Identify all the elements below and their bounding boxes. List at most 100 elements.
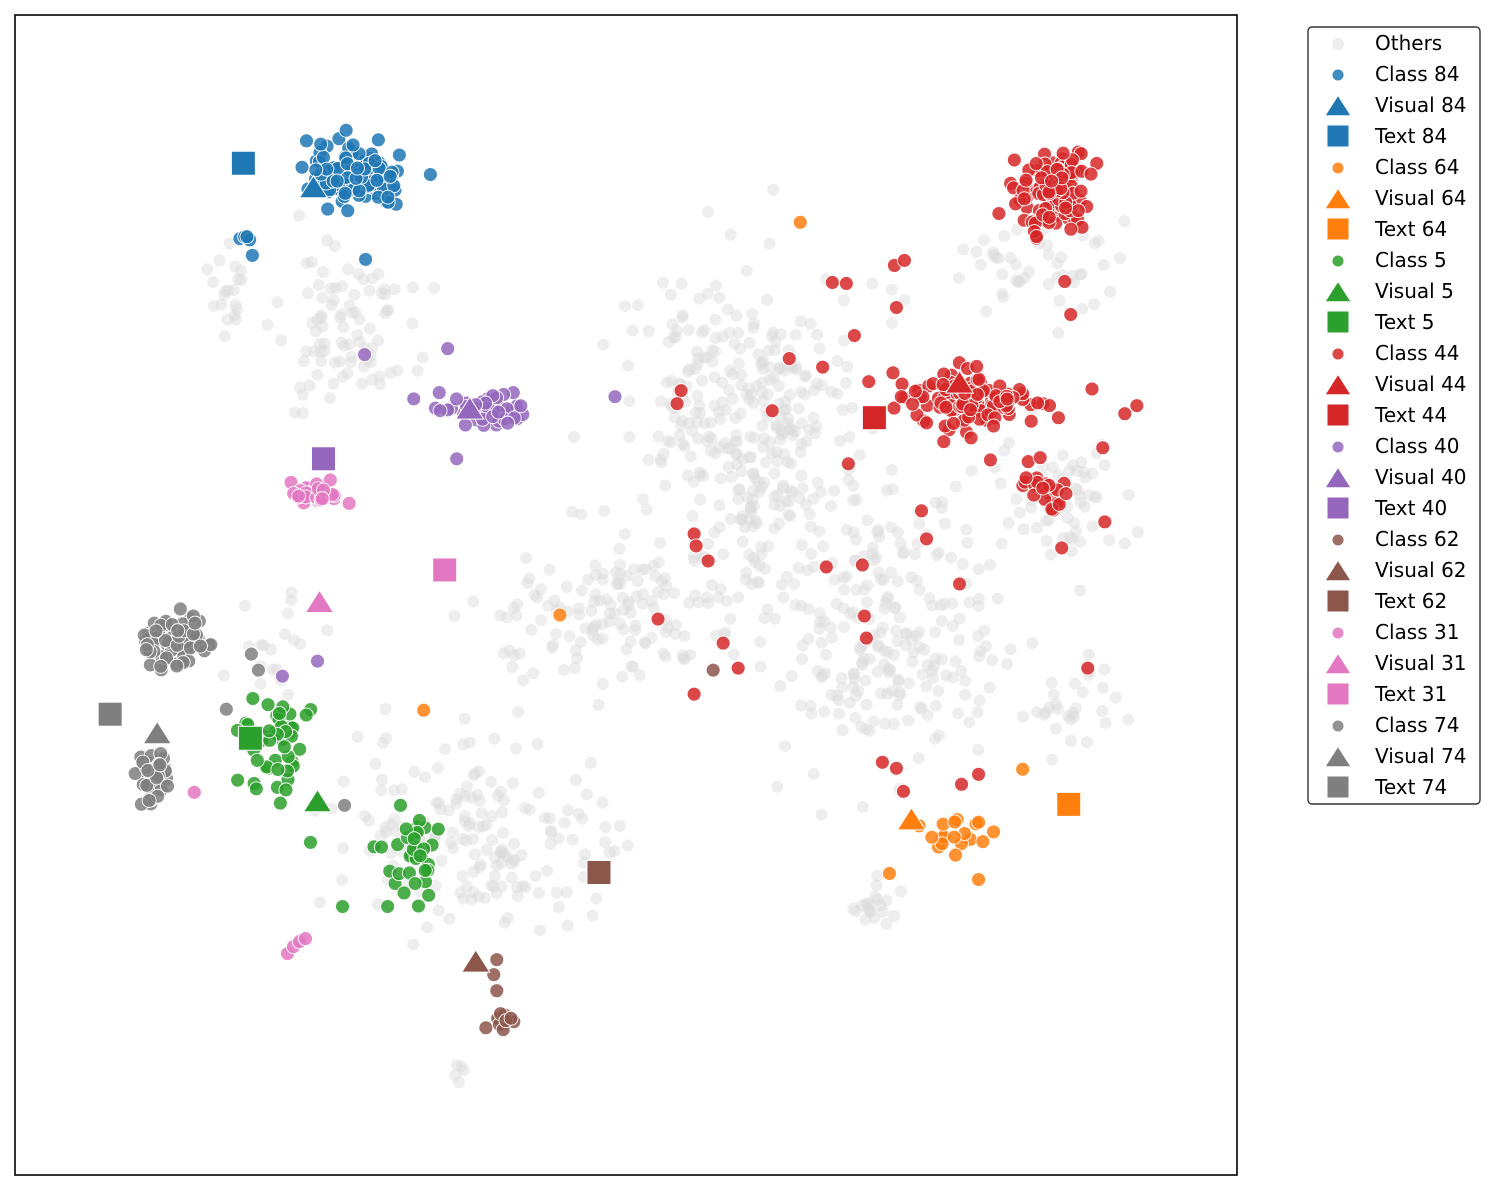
others-point <box>744 430 757 443</box>
others-point <box>1016 710 1029 723</box>
others-point <box>624 635 637 648</box>
others-point <box>507 853 520 866</box>
class-84-point <box>294 159 310 175</box>
class-5-point <box>272 795 288 811</box>
others-point <box>706 355 719 368</box>
others-point <box>658 571 671 584</box>
class-40-point <box>432 403 448 419</box>
others-point <box>894 537 907 550</box>
others-point <box>891 526 904 539</box>
others-point <box>690 345 703 358</box>
others-point <box>811 328 824 341</box>
others-point <box>1001 657 1014 670</box>
others-point <box>876 906 889 919</box>
others-point <box>467 769 480 782</box>
others-point <box>891 635 904 648</box>
others-point <box>374 377 387 390</box>
others-point <box>880 917 893 930</box>
class-44-point <box>935 377 951 393</box>
visual-74-marker <box>142 720 173 745</box>
others-point <box>523 803 536 816</box>
class-40-point <box>406 391 422 407</box>
text-62-marker <box>586 859 612 885</box>
others-point <box>581 573 594 586</box>
others-point <box>318 337 331 350</box>
others-point <box>795 538 808 551</box>
others-point <box>1004 251 1017 264</box>
others-point <box>336 280 349 293</box>
others-point <box>313 338 326 351</box>
others-point <box>768 344 781 357</box>
others-point <box>264 643 277 656</box>
legend-visual-40-label: Visual 40 <box>1375 465 1467 489</box>
others-point <box>856 658 869 671</box>
others-point <box>840 376 853 389</box>
others-point <box>666 318 679 331</box>
others-point <box>769 612 782 625</box>
class-44-point <box>700 553 716 569</box>
others-point <box>459 790 472 803</box>
others-point <box>963 596 976 609</box>
others-point <box>673 429 686 442</box>
others-point <box>599 821 612 834</box>
others-point <box>513 647 526 660</box>
others-point <box>1067 710 1080 723</box>
others-point <box>992 252 1005 265</box>
others-point <box>624 606 637 619</box>
others-point <box>913 583 926 596</box>
others-point <box>541 864 554 877</box>
others-point <box>1078 500 1091 513</box>
others-point <box>668 586 681 599</box>
legend-class-62-label: Class 62 <box>1375 527 1459 551</box>
others-point <box>505 871 518 884</box>
others-point <box>620 643 633 656</box>
others-point <box>1079 471 1092 484</box>
others-point <box>946 619 959 632</box>
others-point <box>861 579 874 592</box>
others-point <box>847 680 860 693</box>
others-point <box>657 647 670 660</box>
others-point <box>1064 713 1077 726</box>
class-44-point <box>840 456 856 472</box>
others-point <box>960 523 973 536</box>
legend-class-74-swatch <box>1331 719 1345 733</box>
others-point <box>457 738 470 751</box>
others-point <box>535 582 548 595</box>
prototype-markers-layer <box>97 150 1082 973</box>
others-point <box>796 653 809 666</box>
others-point <box>721 303 734 316</box>
others-point <box>825 385 838 398</box>
others-point <box>343 338 356 351</box>
others-point <box>589 618 602 631</box>
class-84-point <box>422 167 438 182</box>
others-point <box>748 499 761 512</box>
others-point <box>574 636 587 649</box>
class-44-point <box>885 365 901 381</box>
others-point <box>746 493 759 506</box>
legend-others-label: Others <box>1375 31 1442 55</box>
class-84-point <box>391 147 407 163</box>
others-point <box>864 905 877 918</box>
others-point <box>888 649 901 662</box>
class-44-point <box>1016 191 1032 207</box>
others-point <box>1046 461 1059 474</box>
others-point <box>532 786 545 799</box>
others-point <box>1082 648 1095 661</box>
others-point <box>844 607 857 620</box>
others-point <box>327 293 340 306</box>
others-point <box>784 510 797 523</box>
others-point <box>670 618 683 631</box>
others-point <box>885 283 898 296</box>
class-44-point <box>1023 413 1039 429</box>
legend-visual-62-label: Visual 62 <box>1375 558 1467 582</box>
others-point <box>1103 534 1116 547</box>
others-point <box>691 416 704 429</box>
others-point <box>860 698 873 711</box>
others-point <box>769 335 782 348</box>
class-44-point <box>854 557 870 573</box>
others-point <box>953 612 966 625</box>
others-point <box>793 492 806 505</box>
others-point <box>790 363 803 376</box>
class-44-point <box>1084 381 1100 397</box>
others-point <box>742 393 755 406</box>
